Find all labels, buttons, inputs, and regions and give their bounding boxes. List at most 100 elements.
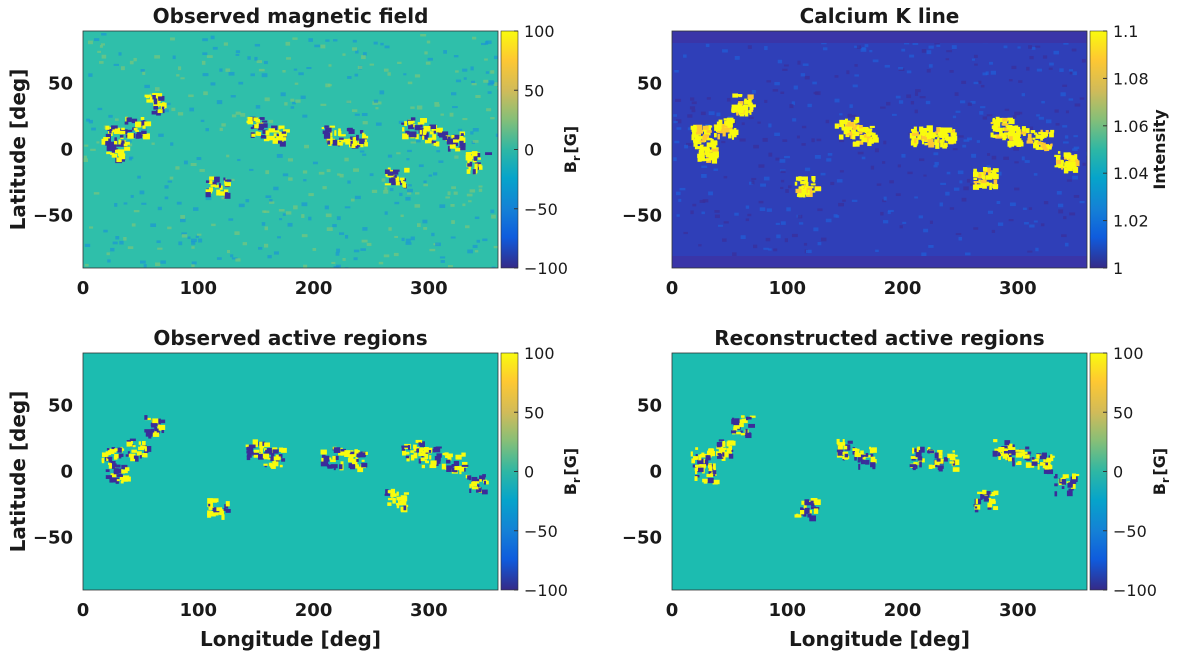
active-region-pixel bbox=[1016, 142, 1024, 147]
colorbar-tick-label: 0 bbox=[524, 463, 534, 482]
active-region-pixel bbox=[868, 138, 873, 143]
texture-cell bbox=[1029, 224, 1035, 228]
texture-cell bbox=[751, 177, 757, 180]
active-region-pixel bbox=[718, 439, 725, 442]
active-region-pixel bbox=[467, 158, 470, 164]
active-region-pixel bbox=[800, 180, 806, 185]
active-region-pixel bbox=[144, 94, 152, 98]
active-region-pixel bbox=[107, 129, 113, 132]
texture-cell bbox=[478, 185, 483, 188]
active-region-pixel bbox=[938, 455, 943, 459]
active-region-pixel bbox=[1040, 129, 1043, 133]
active-region-pixel bbox=[448, 136, 451, 140]
active-region-pixel bbox=[727, 122, 733, 127]
active-region-pixel bbox=[404, 167, 410, 173]
active-region-pixel bbox=[837, 123, 842, 127]
active-region-pixel bbox=[108, 462, 111, 465]
active-region-pixel bbox=[399, 177, 405, 181]
texture-cell bbox=[261, 73, 268, 78]
texture-cell bbox=[483, 79, 489, 83]
texture-cell bbox=[293, 68, 298, 71]
texture-cell bbox=[775, 222, 780, 225]
plot-area bbox=[672, 31, 1087, 268]
active-region-pixel bbox=[708, 448, 714, 452]
texture-cell bbox=[312, 248, 317, 251]
active-region-pixel bbox=[153, 98, 158, 105]
texture-cell bbox=[978, 80, 982, 84]
active-region-pixel bbox=[728, 445, 733, 451]
texture-cell bbox=[747, 45, 752, 49]
colorbar-tick-label: 50 bbox=[1113, 403, 1133, 422]
active-region-pixel bbox=[259, 117, 265, 120]
active-region-pixel bbox=[1001, 446, 1008, 451]
texture-cell bbox=[722, 49, 728, 53]
texture-cell bbox=[265, 170, 270, 175]
texture-cell bbox=[199, 168, 205, 172]
plot-area bbox=[83, 353, 498, 590]
active-region-pixel bbox=[441, 463, 446, 470]
active-region-pixel bbox=[1068, 482, 1073, 487]
active-region-pixel bbox=[152, 95, 156, 100]
active-region-pixel bbox=[250, 126, 254, 130]
texture-cell bbox=[1060, 92, 1066, 97]
active-region-pixel bbox=[469, 483, 472, 488]
texture-cell bbox=[375, 122, 382, 126]
active-region-pixel bbox=[717, 453, 724, 459]
texture-cell bbox=[282, 213, 286, 216]
active-region-pixel bbox=[259, 441, 263, 448]
active-region-pixel bbox=[858, 125, 863, 130]
texture-cell bbox=[708, 111, 715, 116]
active-region-pixel bbox=[991, 125, 999, 129]
active-region-pixel bbox=[811, 190, 816, 193]
x-tick-label: 100 bbox=[179, 278, 217, 299]
active-region-pixel bbox=[984, 168, 991, 173]
texture-cell bbox=[910, 100, 915, 105]
texture-cell bbox=[472, 128, 479, 132]
texture-cell bbox=[946, 50, 953, 53]
texture-cell bbox=[1064, 242, 1069, 247]
texture-cell bbox=[269, 201, 275, 204]
texture-cell bbox=[223, 42, 228, 46]
active-region-pixel bbox=[355, 464, 359, 469]
active-region-pixel bbox=[105, 141, 110, 146]
texture-cell bbox=[384, 186, 388, 191]
texture-cell bbox=[800, 73, 806, 77]
active-region-pixel bbox=[842, 438, 845, 444]
texture-cell bbox=[891, 113, 897, 116]
active-region-pixel bbox=[269, 137, 273, 141]
active-region-pixel bbox=[1003, 450, 1009, 455]
colorbar-label: Intensity bbox=[1150, 109, 1169, 190]
texture-cell bbox=[304, 144, 309, 149]
texture-cell bbox=[899, 225, 903, 229]
active-region-pixel bbox=[120, 448, 125, 451]
texture-cell bbox=[698, 244, 702, 247]
texture-cell bbox=[106, 252, 110, 256]
texture-cell bbox=[462, 203, 466, 207]
active-region-pixel bbox=[429, 124, 437, 130]
active-region-pixel bbox=[731, 109, 738, 112]
texture-cell bbox=[1028, 45, 1033, 49]
texture-cell bbox=[221, 123, 226, 127]
active-region-pixel bbox=[862, 457, 866, 460]
active-region-pixel bbox=[1032, 459, 1039, 463]
colorbar-tick-label: −100 bbox=[524, 581, 568, 600]
texture-cell bbox=[240, 113, 246, 117]
active-region-pixel bbox=[731, 419, 736, 425]
active-region-pixel bbox=[938, 458, 944, 464]
active-region-pixel bbox=[937, 449, 943, 456]
texture-cell bbox=[300, 95, 306, 99]
texture-cell bbox=[164, 185, 169, 189]
texture-cell bbox=[1024, 222, 1029, 225]
texture-cell bbox=[449, 112, 454, 117]
active-region-pixel bbox=[145, 431, 153, 437]
active-region-pixel bbox=[860, 450, 864, 455]
texture-cell bbox=[339, 173, 344, 178]
active-region-pixel bbox=[712, 463, 716, 469]
texture-cell bbox=[193, 207, 199, 211]
active-region-pixel bbox=[1002, 117, 1009, 122]
texture-cell bbox=[328, 64, 332, 67]
active-region-pixel bbox=[973, 171, 979, 178]
active-region-pixel bbox=[1012, 136, 1019, 141]
active-region-pixel bbox=[454, 466, 460, 471]
